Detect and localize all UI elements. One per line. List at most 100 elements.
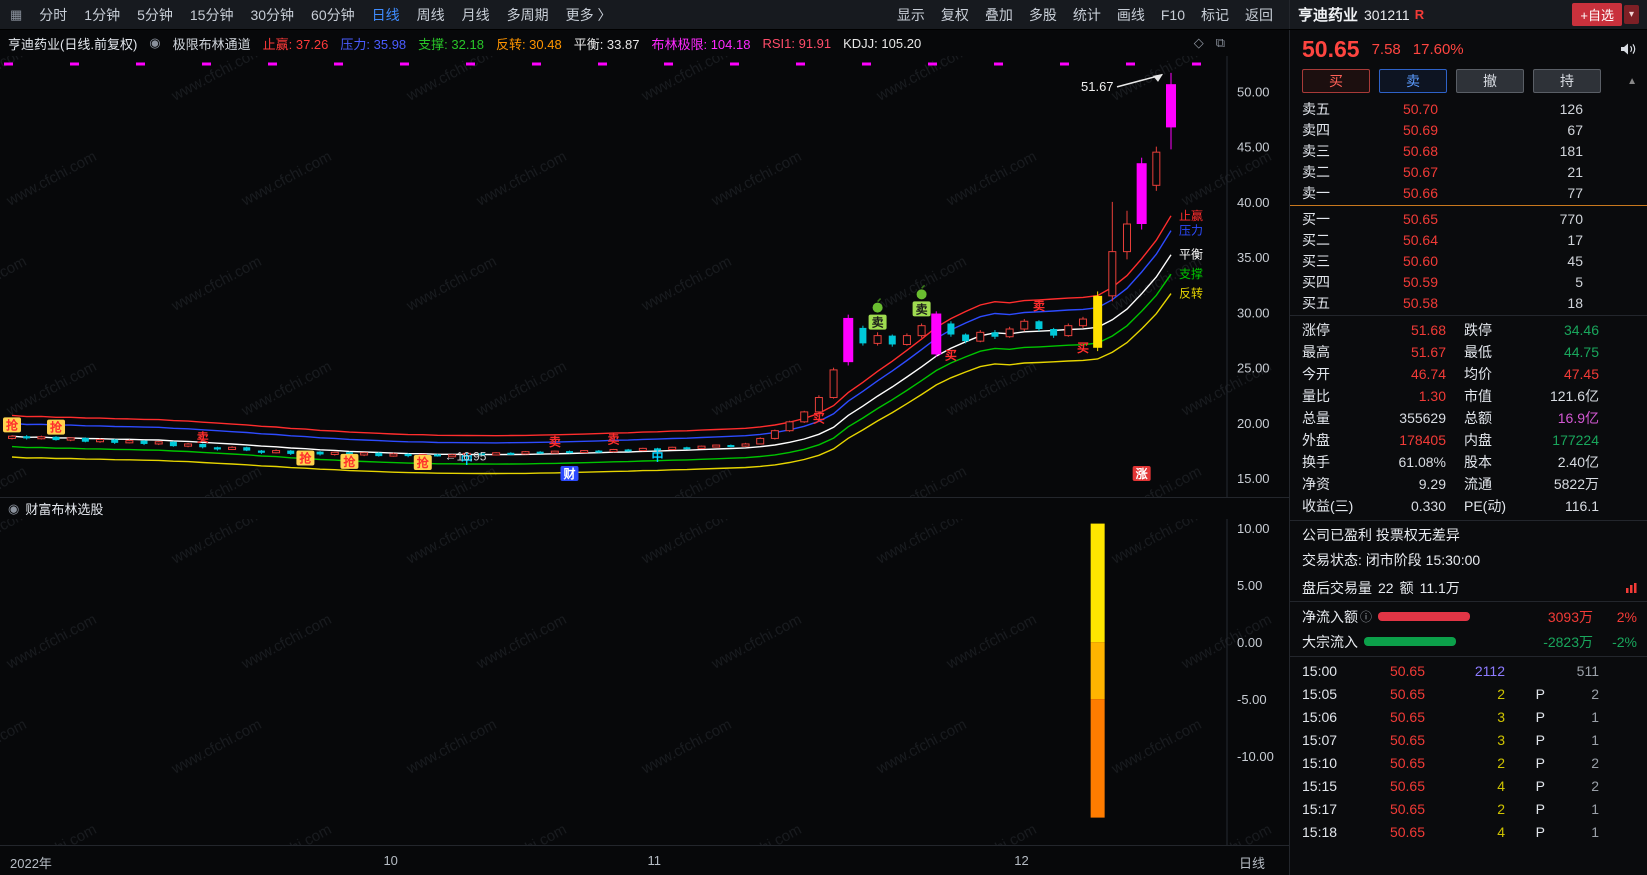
sub-chart-svg[interactable]: www.cfchi.com www.cfchi.com www.cfchi.com w… — [0, 519, 1289, 845]
mini-bar-chart-icon[interactable] — [1625, 582, 1637, 594]
period-item-10[interactable]: 更多 〉 — [565, 6, 612, 23]
candle — [1005, 326, 1014, 338]
chart-text: 支撑 — [1179, 266, 1203, 281]
watermark: www.cfchi.com — [473, 821, 569, 845]
tick-count: 2 — [1591, 777, 1599, 794]
tick-row[interactable]: 15:07 50.65 3 P 1 — [1290, 728, 1647, 751]
watermark: www.cfchi.com — [238, 611, 334, 673]
buy-button[interactable]: 买 — [1302, 69, 1370, 93]
ask-row[interactable]: 卖四 50.69 67 — [1290, 119, 1647, 140]
candle — [1020, 319, 1029, 332]
watermark: www.cfchi.com — [473, 148, 569, 210]
main-chart[interactable]: www.cfchi.com www.cfchi.com www.cfchi.com w… — [0, 56, 1289, 497]
chart-text: 0.00 — [1237, 635, 1262, 650]
signal-marker: 买 — [1077, 341, 1089, 355]
cancel-button[interactable]: 撤 — [1456, 69, 1524, 93]
period-item-5[interactable]: 60分钟 — [311, 6, 355, 23]
period-item-8[interactable]: 月线 — [461, 6, 490, 23]
tick-row[interactable]: 15:00 50.65 2112 511 — [1290, 659, 1647, 682]
stat-value: 46.74 — [1410, 366, 1446, 382]
stock-code: 301211 — [1364, 6, 1410, 23]
bid-row[interactable]: 买三 50.60 45 — [1290, 250, 1647, 271]
period-item-1[interactable]: 1分钟 — [84, 6, 121, 23]
bid-row[interactable]: 买四 50.59 5 — [1290, 271, 1647, 292]
tool-item-8[interactable]: 返回 — [1245, 6, 1273, 23]
tick-row[interactable]: 15:18 50.65 4 P 1 — [1290, 820, 1647, 843]
watermark: www.cfchi.com — [638, 56, 734, 105]
watermark: www.cfchi.com — [1108, 463, 1204, 497]
candle — [550, 450, 559, 454]
tool-item-6[interactable]: F10 — [1160, 6, 1185, 23]
period-item-3[interactable]: 15分钟 — [189, 6, 234, 23]
favorite-dropdown-icon[interactable]: ▾ — [1623, 5, 1639, 24]
ask-row[interactable]: 卖二 50.67 21 — [1290, 161, 1647, 182]
tool-item-3[interactable]: 多股 — [1028, 6, 1057, 23]
bid-row[interactable]: 买五 50.58 18 — [1290, 292, 1647, 313]
study-toggle-icon[interactable]: ◉ — [149, 35, 161, 50]
menu-grid-icon[interactable]: ▦ — [10, 6, 23, 22]
period-item-0[interactable]: 分时 — [39, 6, 68, 23]
diamond-icon[interactable]: ◇ — [1193, 35, 1204, 50]
selector-bar — [1090, 523, 1105, 643]
level-volume: 21 — [1567, 163, 1583, 180]
tick-row[interactable]: 15:05 50.65 2 P 2 — [1290, 682, 1647, 705]
watermark: www.cfchi.com — [403, 716, 499, 778]
signal-marker: 卖 — [549, 434, 561, 449]
tick-volume: 2 — [1497, 800, 1505, 817]
period-item-9[interactable]: 多周期 — [506, 6, 549, 23]
period-item-4[interactable]: 30分钟 — [250, 6, 295, 23]
watermark: www.cfchi.com — [0, 519, 29, 568]
period-item-2[interactable]: 5分钟 — [137, 6, 173, 23]
tick-time: 15:10 — [1302, 754, 1338, 771]
signal-marker: 买 — [945, 349, 957, 363]
chart-text: 抢 — [417, 455, 430, 470]
tool-item-1[interactable]: 复权 — [940, 6, 969, 23]
tool-item-0[interactable]: 显示 — [896, 6, 925, 23]
add-favorite-button[interactable]: +自选 — [1572, 3, 1622, 26]
tick-row[interactable]: 15:06 50.65 3 P 1 — [1290, 705, 1647, 728]
tool-item-7[interactable]: 标记 — [1201, 6, 1229, 23]
tick-row[interactable]: 15:15 50.65 4 P 2 — [1290, 774, 1647, 797]
sub-indicator-toggle-icon[interactable]: ◉ — [8, 500, 20, 516]
stat-value: 355629 — [1399, 410, 1446, 426]
ask-row[interactable]: 卖一 50.66 77 — [1290, 182, 1647, 203]
bid-row[interactable]: 买一 50.65 770 — [1290, 208, 1647, 229]
hold-button[interactable]: 持 — [1533, 69, 1601, 93]
stat-label: 量比 — [1302, 388, 1330, 404]
sell-button[interactable]: 卖 — [1379, 69, 1447, 93]
main-chart-svg[interactable]: www.cfchi.com www.cfchi.com www.cfchi.com w… — [0, 56, 1289, 497]
bid-row[interactable]: 买二 50.64 17 — [1290, 229, 1647, 250]
signal-marker: 中 — [652, 448, 664, 463]
after-hours-label: 盘后交易量 — [1302, 580, 1372, 596]
info-icon[interactable]: ⓘ — [1360, 610, 1373, 624]
watermark: www.cfchi.com — [1108, 716, 1204, 778]
chart-text: 压力 — [1179, 224, 1203, 238]
speaker-icon[interactable] — [1620, 42, 1637, 56]
tool-item-2[interactable]: 叠加 — [984, 6, 1013, 23]
sub-chart[interactable]: www.cfchi.com www.cfchi.com www.cfchi.com w… — [0, 519, 1289, 845]
watermark: www.cfchi.com — [873, 519, 969, 568]
chart-text: ←16.95 — [444, 450, 486, 464]
ask-row[interactable]: 卖五 50.70 126 — [1290, 98, 1647, 119]
period-item-6[interactable]: 日线 — [371, 6, 400, 23]
candle — [843, 314, 854, 366]
tool-item-4[interactable]: 统计 — [1072, 6, 1101, 23]
signal-marker: 卖 — [868, 298, 887, 330]
scroll-up-icon[interactable]: ▲ — [1627, 75, 1637, 87]
candle — [991, 330, 999, 339]
panel-icon[interactable]: ⧉ — [1215, 35, 1225, 50]
candle — [859, 325, 867, 346]
stat-label: 净资 — [1302, 476, 1330, 492]
tool-item-5[interactable]: 画线 — [1116, 6, 1145, 23]
indicator-value-2: 支撑: 32.18 — [418, 36, 484, 52]
tick-row[interactable]: 15:10 50.65 2 P 2 — [1290, 751, 1647, 774]
chart-text: 平衡 — [1179, 248, 1203, 262]
tick-row[interactable]: 15:17 50.65 2 P 1 — [1290, 797, 1647, 820]
period-item-7[interactable]: 周线 — [416, 6, 445, 23]
level-label: 买三 — [1302, 252, 1330, 269]
chart-column: 亨迪药业(日线.前复权) ◉ 极限布林通道 止赢: 37.26 压力: 35.98 支撑:… — [0, 30, 1289, 875]
watermark: www.cfchi.com — [873, 463, 969, 497]
watermark: www.cfchi.com — [1178, 821, 1274, 845]
ask-row[interactable]: 卖三 50.68 181 — [1290, 140, 1647, 161]
time-axis-label-2: 11 — [647, 853, 662, 868]
